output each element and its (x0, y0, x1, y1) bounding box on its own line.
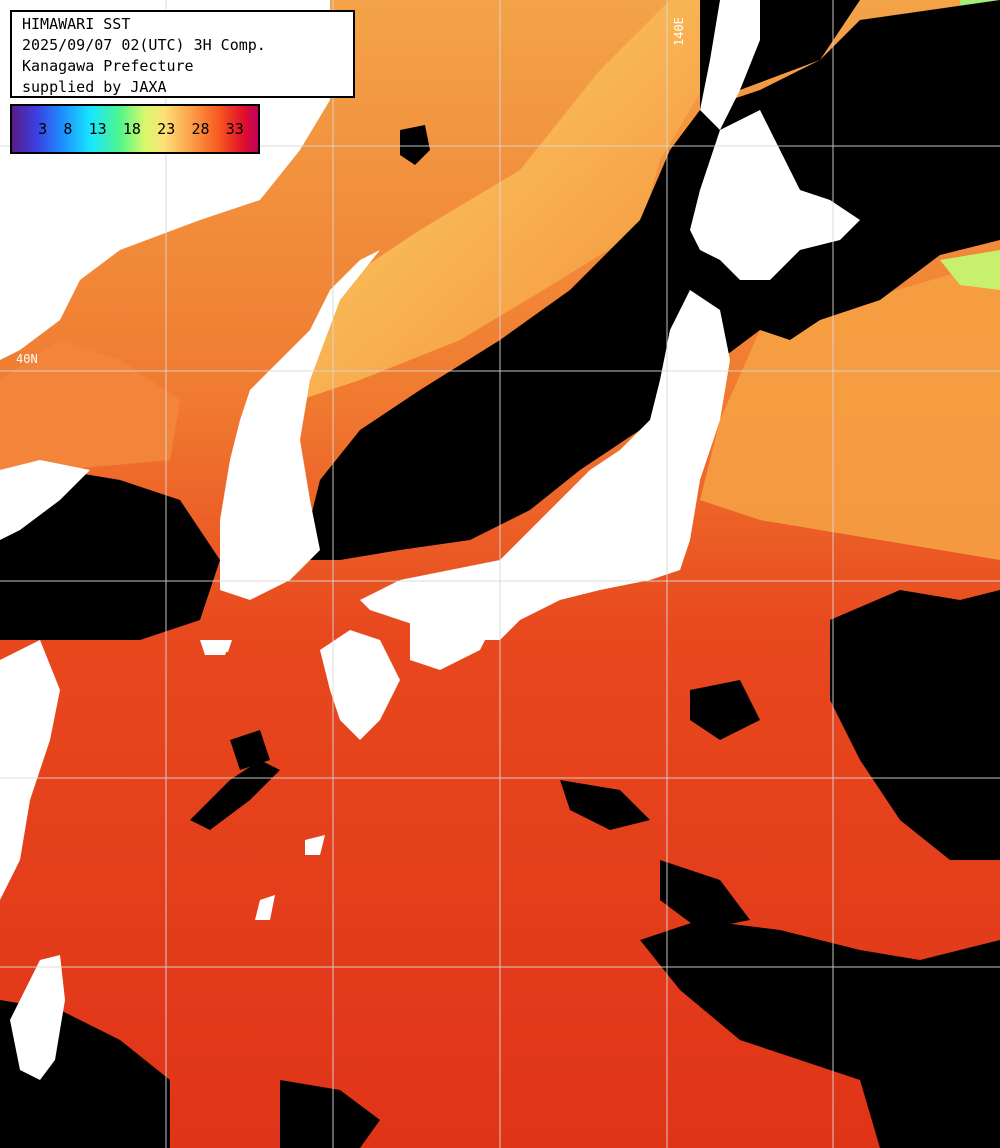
lon-label-140e: 140E (672, 17, 686, 46)
cloud-south-mid (560, 780, 650, 830)
title-line-4: supplied by JAXA (22, 78, 167, 96)
sea-okhotsk-patch-2 (940, 250, 1000, 290)
sea-north-cool (300, 0, 730, 400)
cloud-east-pacific (830, 590, 1000, 860)
legend-tick: 13 (88, 120, 107, 138)
land-china-coast (0, 640, 60, 900)
lat-label-30n: 30N (16, 760, 38, 774)
legend-tick: 23 (157, 120, 176, 138)
land-island-ne (400, 125, 430, 165)
legend-labels: 3 8 13 18 23 28 33 (12, 106, 258, 152)
legend-tick: 28 (191, 120, 210, 138)
land-ryukyu-1 (305, 835, 325, 855)
land-sakhalin (700, 0, 760, 130)
land-kyushu (320, 630, 400, 740)
legend-tick: 33 (225, 120, 244, 138)
land-taiwan (10, 955, 65, 1080)
legend-tick: 8 (63, 120, 73, 138)
land-shikoku (410, 600, 500, 670)
cloud-east-patch (690, 680, 760, 740)
land-jeju (205, 640, 232, 652)
legend-tick: 3 (38, 120, 48, 138)
title-line-2: 2025/09/07 02(UTC) 3H Comp. (22, 36, 266, 54)
land-honshu (360, 290, 730, 640)
title-line-1: HIMAWARI SST (22, 15, 131, 33)
land-ryukyu-2 (255, 895, 275, 920)
land-shandong (0, 460, 90, 540)
sea-yellow-sea (0, 340, 180, 470)
cloud-southeast (640, 920, 1000, 1148)
lat-label-40n: 40N (16, 352, 38, 366)
cloud-sea-of-japan (300, 0, 1000, 560)
legend-tick: 18 (122, 120, 141, 138)
title-box: HIMAWARI SST 2025/09/07 02(UTC) 3H Comp.… (10, 10, 355, 98)
land-korea-peninsula (220, 250, 380, 600)
land-sakhalin-hokkaido (690, 110, 860, 280)
color-scale-legend: 3 8 13 18 23 28 33 (10, 104, 260, 154)
cloud-china-coast (0, 470, 220, 640)
cloud-south-center (280, 1080, 380, 1148)
cloud-ecs-streak-2 (230, 730, 270, 770)
title-line-3: Kanagawa Prefecture (22, 57, 194, 75)
cloud-mid-pacific (660, 860, 750, 930)
